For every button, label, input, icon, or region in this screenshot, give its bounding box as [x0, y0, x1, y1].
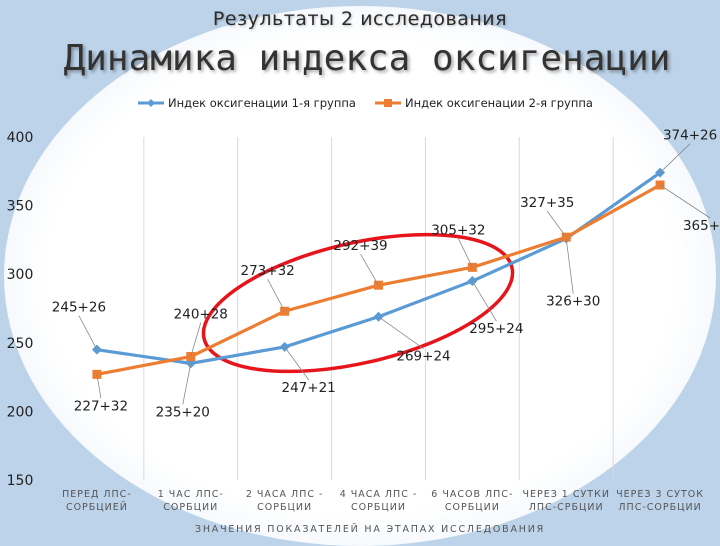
- x-tick-label: 1 ЧАС ЛПС-СОРБЦИИ: [157, 489, 224, 513]
- legend-label: Индек оксигенации 2-я группа: [405, 96, 593, 110]
- x-tick-label: ЧЕРЕЗ 3 СУТОК ЛПС-СОРБЦИИ: [616, 489, 704, 513]
- leader-line: [360, 253, 379, 286]
- data-label: 305+32: [431, 222, 485, 238]
- x-tick-label: 2 ЧАСА ЛПС - СОРБЦИИ: [245, 489, 324, 513]
- chart-subtitle: Результаты 2 исследования: [212, 8, 508, 30]
- data-label: 374+26: [663, 128, 717, 144]
- leader-line: [182, 363, 192, 405]
- data-label: 292+39: [333, 238, 387, 254]
- chart-title: Динамика индекса оксигенации: [63, 38, 671, 79]
- y-tick-label: 200: [7, 404, 34, 420]
- leader-line: [457, 238, 473, 268]
- y-tick-label: 250: [7, 336, 34, 352]
- data-label: 327+35: [520, 195, 574, 211]
- x-tick-label: 4 ЧАСА ЛПС - СОРБЦИИ: [339, 489, 418, 513]
- legend-marker: [384, 99, 392, 107]
- highlight-ellipse: [201, 232, 515, 374]
- y-tick-label: 400: [7, 130, 34, 146]
- x-axis-title: ЗНАЧЕНИЯ ПОКАЗАТЕЛЕЙ НА ЭТАПАХ ИССЛЕДОВА…: [194, 524, 546, 535]
- leader-line: [190, 322, 202, 357]
- leader-line: [267, 279, 285, 312]
- data-label: 247+21: [282, 380, 336, 396]
- x-tick-label: ЧЕРЕЗ 1 СУТКИ ЛПС-СРБЦИИ: [522, 489, 610, 513]
- y-tick-label: 150: [7, 473, 34, 489]
- data-label: 365+31: [683, 218, 720, 234]
- data-label: 240+28: [174, 307, 228, 323]
- legend-marker: [147, 99, 155, 107]
- legend-label: Индек оксигенации 1-я группа: [168, 96, 356, 110]
- y-tick-label: 300: [7, 267, 34, 283]
- data-label: 235+20: [156, 404, 210, 420]
- data-label: 245+26: [52, 300, 106, 316]
- leader-line: [472, 280, 497, 322]
- series-line: [96, 183, 661, 376]
- data-label: 227+32: [74, 398, 128, 414]
- leader-line: [378, 316, 424, 350]
- data-label: 273+32: [241, 263, 295, 279]
- leader-line: [284, 346, 309, 381]
- series-line: [96, 171, 661, 365]
- leader-line: [546, 210, 567, 238]
- x-tick-label: ПЕРЕД ЛПС-СОРБЦИЕЙ: [62, 489, 132, 513]
- leader-line: [96, 374, 102, 399]
- background-glow: [4, 6, 716, 546]
- x-tick-label: 6 ЧАСОВ ЛПС-СОРБЦИИ: [431, 489, 514, 513]
- data-label: 295+24: [469, 321, 523, 337]
- y-tick-label: 350: [7, 199, 34, 215]
- leader-line: [565, 238, 574, 294]
- data-label: 326+30: [546, 294, 600, 310]
- leader-line: [78, 315, 98, 350]
- data-label: 269+24: [396, 349, 450, 365]
- leader-line: [659, 143, 691, 173]
- leader-line: [659, 184, 711, 219]
